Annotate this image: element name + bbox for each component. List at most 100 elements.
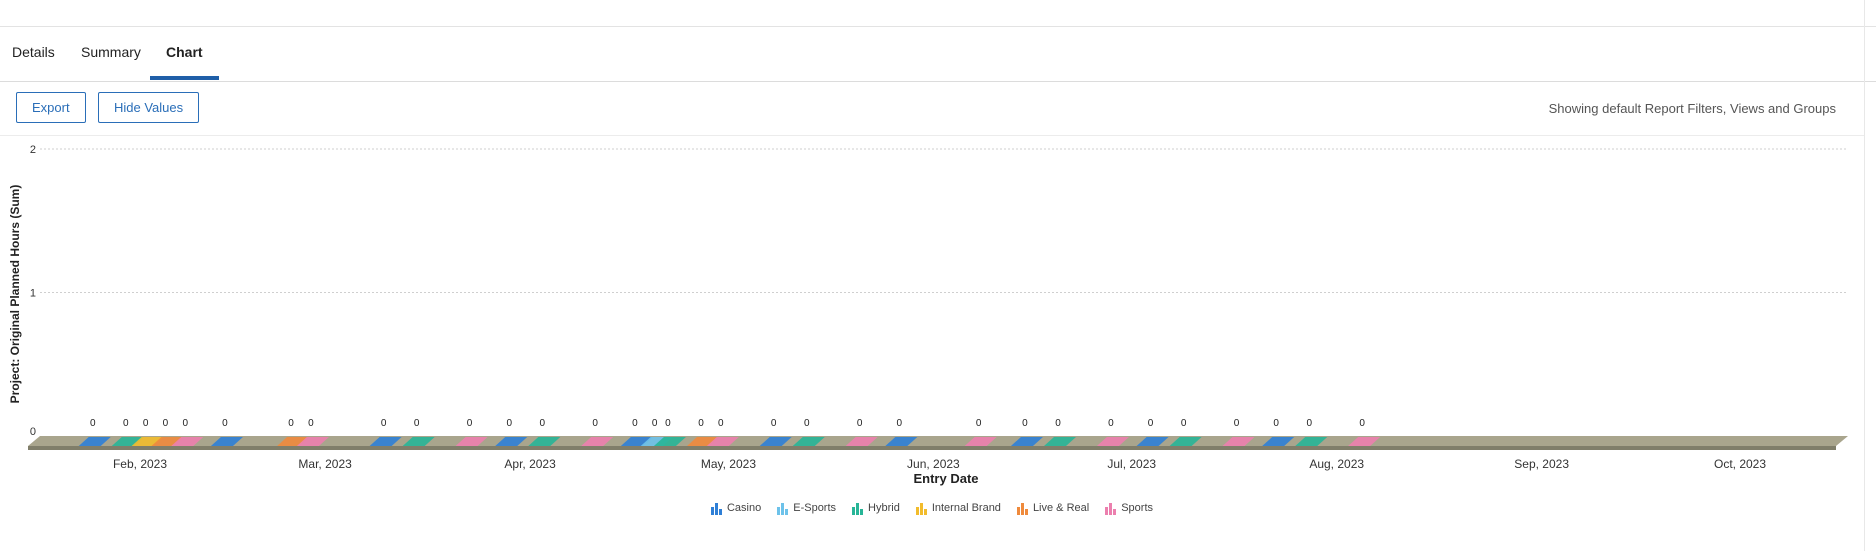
bar-hybrid <box>653 437 686 446</box>
data-label: 0 <box>1234 418 1240 429</box>
data-label: 0 <box>771 418 777 429</box>
tab-summary[interactable]: Summary <box>81 44 141 60</box>
x-tick-label: Mar, 2023 <box>298 457 352 471</box>
legend-item-sports[interactable]: Sports <box>1105 502 1153 515</box>
data-label: 0 <box>163 418 169 429</box>
bar-chart-icon <box>710 503 723 515</box>
data-label: 0 <box>652 418 658 429</box>
bar-hybrid <box>1169 437 1202 446</box>
x-tick-label: Oct, 2023 <box>1714 457 1766 471</box>
bar-chart-icon <box>1016 503 1029 515</box>
data-label: 0 <box>308 418 314 429</box>
bar-hybrid <box>528 437 561 446</box>
data-label: 0 <box>976 418 982 429</box>
bar-hybrid <box>1295 437 1328 446</box>
data-label: 0 <box>718 418 724 429</box>
data-label: 0 <box>540 418 546 429</box>
data-label: 0 <box>414 418 420 429</box>
x-tick-label: May, 2023 <box>701 457 756 471</box>
x-tick-label: Sep, 2023 <box>1514 457 1569 471</box>
toolbar-divider <box>0 135 1864 136</box>
hide-values-button[interactable]: Hide Values <box>98 92 200 123</box>
bar-hybrid <box>402 437 435 446</box>
bar-sports <box>1222 437 1255 446</box>
legend-label: E-Sports <box>793 502 837 514</box>
bar-casino <box>1262 437 1295 446</box>
chart-legend: Casino E-Sports Hybrid Internal Brand Live &… <box>0 502 1864 515</box>
legend-item-casino[interactable]: Casino <box>710 502 762 515</box>
x-tick-label: Aug, 2023 <box>1309 457 1364 471</box>
legend-item-live-real[interactable]: Live & Real <box>1016 502 1090 515</box>
export-button[interactable]: Export <box>16 92 86 123</box>
bar-casino <box>78 437 111 446</box>
chart: 0 1 2 0 0 0 0 0 0 0 0 0 0 0 0 0 0 0 0 0 0 0 0 0 0 0 0 0 0 0 0 0 0 0 0 0 Feb,… <box>8 144 1848 486</box>
bar-sports <box>171 437 204 446</box>
data-label: 0 <box>1359 418 1365 429</box>
legend-item-hybrid[interactable]: Hybrid <box>852 502 900 515</box>
y-tick-label: 1 <box>30 288 36 300</box>
data-label: 0 <box>857 418 863 429</box>
tab-details[interactable]: Details <box>12 44 55 60</box>
bar-sports <box>1348 437 1381 446</box>
y-tick-label: 2 <box>30 144 36 156</box>
data-label: 0 <box>1306 418 1312 429</box>
bar-chart-icon <box>915 503 928 515</box>
bar-casino <box>369 437 402 446</box>
data-label: 0 <box>381 418 387 429</box>
y-axis-title: Project: Original Planned Hours (Sum) <box>8 185 22 404</box>
x-tick-label: Jul, 2023 <box>1107 457 1156 471</box>
bar-chart-icon <box>1105 503 1117 515</box>
data-label: 0 <box>1108 418 1114 429</box>
data-label: 0 <box>90 418 96 429</box>
bar-sports <box>455 437 488 446</box>
legend-item-e-sports[interactable]: E-Sports <box>777 502 836 515</box>
bar-casino <box>885 437 918 446</box>
bar-chart-icon <box>777 503 789 515</box>
bar-sports <box>964 437 997 446</box>
top-header-strip <box>0 0 1876 27</box>
bar-casino <box>1136 437 1169 446</box>
tab-chart[interactable]: Chart <box>150 44 219 80</box>
data-label: 0 <box>632 418 638 429</box>
data-label: 0 <box>222 418 228 429</box>
x-tick-label: Jun, 2023 <box>907 457 960 471</box>
data-label: 0 <box>123 418 129 429</box>
data-label: 0 <box>592 418 598 429</box>
legend-label: Live & Real <box>1032 502 1090 514</box>
data-label: 0 <box>698 418 704 429</box>
panel-edge <box>1864 0 1865 551</box>
data-label: 0 <box>1055 418 1061 429</box>
x-axis-title: Entry Date <box>913 471 978 486</box>
bar-hybrid <box>1044 437 1077 446</box>
data-label: 0 <box>1148 418 1154 429</box>
filter-status-text: Showing default Report Filters, Views an… <box>1548 101 1836 116</box>
data-label: 0 <box>182 418 188 429</box>
legend-label: Hybrid <box>868 502 900 514</box>
tab-bar: Details Summary Chart <box>0 26 1876 82</box>
legend-label: Internal Brand <box>931 502 1001 514</box>
bar-sports <box>706 437 739 446</box>
legend-item-internal-brand[interactable]: Internal Brand <box>915 502 1001 515</box>
data-label: 0 <box>804 418 810 429</box>
data-label: 0 <box>467 418 473 429</box>
bar-hybrid <box>792 437 825 446</box>
bar-sports <box>845 437 878 446</box>
x-tick-label: Feb, 2023 <box>113 457 167 471</box>
bar-casino <box>759 437 792 446</box>
bar-casino <box>1010 437 1043 446</box>
bar-casino <box>210 437 243 446</box>
bar-chart-icon <box>852 503 864 515</box>
data-label: 0 <box>1181 418 1187 429</box>
x-tick-label: Apr, 2023 <box>504 457 556 471</box>
data-label: 0 <box>1022 418 1028 429</box>
data-label: 0 <box>506 418 512 429</box>
data-label: 0 <box>288 418 294 429</box>
data-label: 0 <box>143 418 149 429</box>
chart-floor-edge <box>28 446 1836 450</box>
bar-sports <box>1096 437 1129 446</box>
bar-sports <box>296 437 329 446</box>
legend-label: Sports <box>1121 502 1153 514</box>
legend-label: Casino <box>726 502 762 514</box>
y-tick-label: 0 <box>30 426 36 438</box>
bar-casino <box>495 437 528 446</box>
